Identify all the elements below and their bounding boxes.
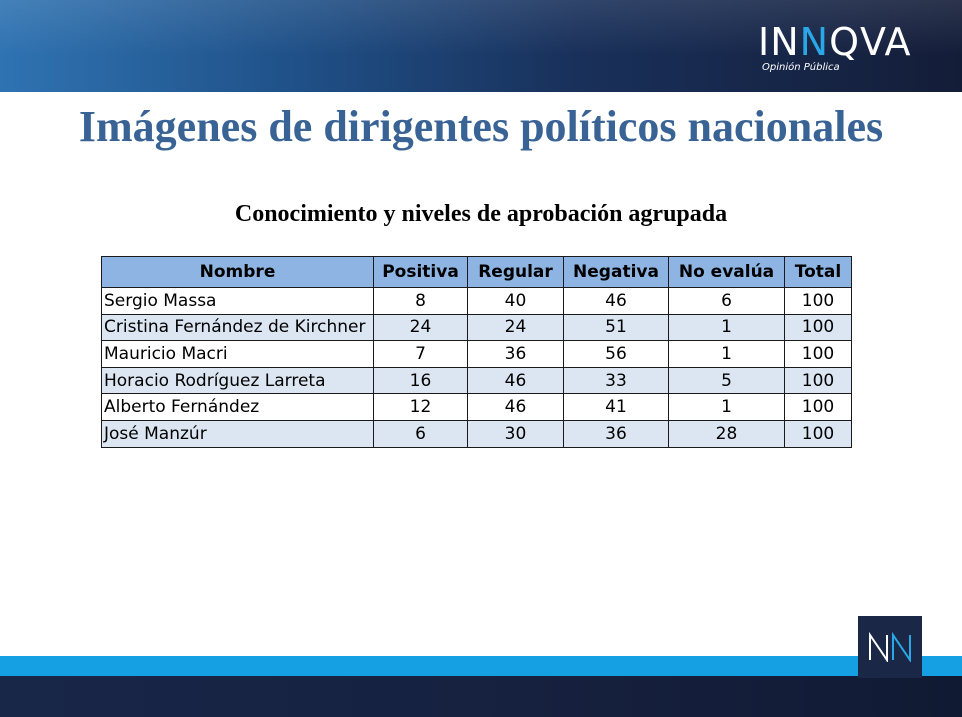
cell-positiva: 16 [373,366,468,395]
cell-name: Alberto Fernández [101,393,374,421]
header-no-evalua: No evalúa [668,256,785,288]
header-regular: Regular [467,256,564,288]
cell-name: Cristina Fernández de Kirchner [101,313,374,342]
cell-positiva: 6 [373,419,468,448]
cell-total: 100 [784,419,852,448]
cell-name: Mauricio Macri [101,340,374,368]
cell-no-evalua: 5 [668,366,785,395]
cell-positiva: 7 [373,340,468,368]
cell-name: Horacio Rodríguez Larreta [101,366,374,395]
table-row: Mauricio Macri 7 36 56 1 100 [101,340,852,368]
header-negativa: Negativa [563,256,669,288]
table-row: Horacio Rodríguez Larreta 16 46 33 5 100 [101,366,852,395]
cell-regular: 36 [467,340,564,368]
page-title: Imágenes de dirigentes políticos naciona… [78,102,884,151]
header-band [0,0,962,92]
cell-negativa: 36 [563,419,669,448]
cell-negativa: 41 [563,393,669,421]
cell-total: 100 [784,313,852,342]
logo-part-accent: N [799,20,830,64]
cell-negativa: 56 [563,340,669,368]
cell-regular: 46 [467,393,564,421]
cell-no-evalua: 28 [668,419,785,448]
footer-band [0,676,962,717]
cell-no-evalua: 6 [668,287,785,315]
header-total: Total [784,256,852,288]
cell-regular: 40 [467,287,564,315]
header-nombre: Nombre [101,256,374,288]
cell-negativa: 46 [563,287,669,315]
cell-total: 100 [784,366,852,395]
cell-positiva: 12 [373,393,468,421]
table-row: José Manzúr 6 30 36 28 100 [101,419,852,448]
footer-accent-stripe [0,656,962,676]
approval-table: Nombre Positiva Regular Negativa No eval… [101,256,852,448]
logo-part-in: IN [758,20,800,64]
cell-regular: 24 [467,313,564,342]
table-row: Alberto Fernández 12 46 41 1 100 [101,393,852,421]
cell-negativa: 51 [563,313,669,342]
logo-part-qva: QVA [829,20,912,64]
cell-no-evalua: 1 [668,340,785,368]
cell-total: 100 [784,287,852,315]
table-header-row: Nombre Positiva Regular Negativa No eval… [101,256,852,288]
table-title: Conocimiento y niveles de aprobación agr… [234,201,728,227]
table-row: Cristina Fernández de Kirchner 24 24 51 … [101,313,852,342]
table-row: Sergio Massa 8 40 46 6 100 [101,287,852,315]
cell-total: 100 [784,393,852,421]
logo-tagline: Opinión Pública [762,62,840,73]
cell-negativa: 33 [563,366,669,395]
cell-no-evalua: 1 [668,313,785,342]
innova-logo: INNQVA Opinión Pública [758,22,928,74]
cell-regular: 30 [467,419,564,448]
nn-logo-icon [869,632,911,662]
cell-regular: 46 [467,366,564,395]
header-positiva: Positiva [373,256,468,288]
cell-no-evalua: 1 [668,393,785,421]
cell-total: 100 [784,340,852,368]
cell-name: Sergio Massa [101,287,374,315]
cell-name: José Manzúr [101,419,374,448]
logo-wordmark: INNQVA [758,22,912,62]
cell-positiva: 8 [373,287,468,315]
cell-positiva: 24 [373,313,468,342]
nn-logo-badge [858,616,922,678]
